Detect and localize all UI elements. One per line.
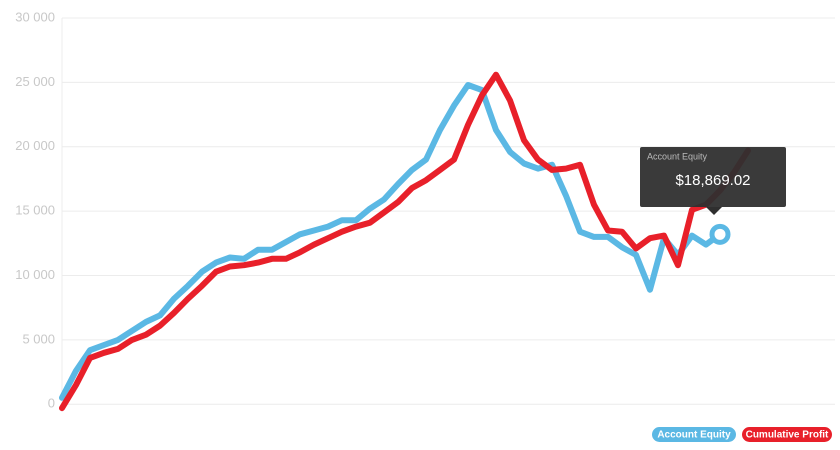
plot (59, 71, 751, 412)
tooltip-arrow (706, 207, 722, 215)
tooltip-title: Account Equity (647, 151, 708, 161)
series-line (59, 71, 751, 412)
series-line (59, 82, 723, 401)
y-tick-label: 10 000 (15, 267, 55, 282)
y-tick-label: 20 000 (15, 138, 55, 153)
tooltip-value: $18,869.02 (675, 172, 750, 189)
legend: Cumulative Profit Account Equity (652, 427, 832, 442)
tooltip: Account Equity $18,869.02 (640, 147, 786, 215)
y-tick-label: 5 000 (22, 331, 55, 346)
legend-label: Account Equity (657, 430, 731, 441)
y-tick-label: 25 000 (15, 74, 55, 89)
y-tick-label: 30 000 (15, 9, 55, 24)
legend-swatch (742, 427, 832, 442)
y-tick-label: 0 (48, 396, 55, 411)
hover-point (709, 223, 731, 245)
grid: 0 5 000 10 000 15 000 20 000 25 000 30 000 (15, 9, 835, 412)
legend-label: Cumulative Profit (746, 430, 829, 441)
y-tick-label: 15 000 (15, 203, 55, 218)
legend-swatch (652, 427, 736, 442)
tooltip-box (640, 147, 786, 207)
